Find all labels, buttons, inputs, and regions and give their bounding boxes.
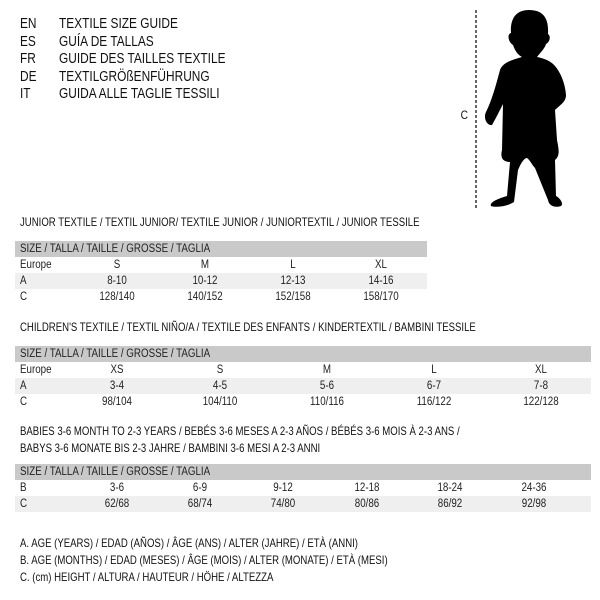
table-cell: XL	[535, 364, 547, 376]
language-title: GUÍA DE TALLAS	[59, 33, 154, 50]
table-cell: 18-24	[437, 482, 463, 494]
header-label: SIZE / TALLA / TAILLE / GRÖSSE / TAGLIA	[20, 243, 211, 255]
table-cell: 86/92	[437, 498, 463, 510]
table-cell: XS	[110, 364, 124, 376]
language-title: TEXTILE SIZE GUIDE	[59, 16, 178, 32]
language-code: FR	[20, 51, 36, 67]
children-section-title: CHILDREN'S TEXTILE / TEXTIL NIÑO/A / TEX…	[20, 320, 476, 334]
table-cell: 4-5	[212, 380, 228, 392]
table-row: C 128/140 140/152 152/158 158/170	[15, 289, 427, 305]
table-cell: 8-10	[107, 275, 127, 287]
language-code: ES	[20, 33, 36, 50]
table-row: A 8-10 10-12 12-13 14-16	[15, 273, 427, 289]
header-label: SIZE / TALLA / TAILLE / GRÖSSE / TAGLIA	[20, 466, 211, 478]
table-cell: 12-13	[280, 275, 306, 287]
height-measure-label: C	[460, 108, 469, 122]
table-cell: 3-6	[109, 482, 125, 494]
table-cell: 110/116	[310, 396, 344, 408]
language-code: IT	[20, 86, 31, 102]
row-label: Europe	[20, 364, 52, 376]
table-cell: 3-4	[109, 380, 125, 392]
table-header: SIZE / TALLA / TAILLE / GRÖSSE / TAGLIA	[15, 346, 591, 362]
row-label: C	[20, 291, 28, 303]
table-cell: 24-36	[521, 482, 547, 494]
table-cell: 5-6	[319, 380, 335, 392]
table-row: C 98/104 104/110 110/116 116/122 122/128	[15, 394, 591, 410]
table-cell: 122/128	[523, 396, 559, 408]
language-code: DE	[20, 68, 37, 85]
table-cell: S	[216, 364, 224, 376]
row-label: Europe	[20, 259, 52, 271]
table-cell: M	[200, 259, 210, 271]
table-cell: 116/122	[416, 396, 452, 408]
junior-size-table: SIZE / TALLA / TAILLE / GRÖSSE / TAGLIA E…	[15, 241, 427, 305]
table-cell: 158/170	[363, 291, 399, 303]
table-row: C 62/68 68/74 74/80 80/86 86/92 92/98	[15, 496, 591, 512]
language-title: TEXTILGRÖßENFÜHRUNG	[59, 68, 210, 85]
header-label: SIZE / TALLA / TAILLE / GRÖSSE / TAGLIA	[20, 348, 211, 360]
table-cell: 6-7	[426, 380, 442, 392]
table-cell: 92/98	[521, 498, 547, 510]
table-cell: 62/68	[104, 498, 130, 510]
babies-size-table: SIZE / TALLA / TAILLE / GRÖSSE / TAGLIA B…	[15, 464, 591, 512]
table-row: Europe XS S M L XL	[15, 362, 591, 378]
child-silhouette-icon	[475, 10, 566, 208]
table-cell: 104/110	[202, 396, 238, 408]
row-label: C	[20, 396, 28, 408]
table-cell: 12-18	[354, 482, 380, 494]
legend-b: B. AGE (MONTHS) / EDAD (MESES) / ÂGE (MO…	[20, 553, 388, 567]
babies-section-title-line2: BABYS 3-6 MONATE BIS 2-3 JAHRE / BAMBINI…	[20, 441, 321, 455]
language-title: GUIDA ALLE TAGLIE TESSILI	[59, 86, 220, 102]
table-cell: 9-12	[273, 482, 293, 494]
table-row: A 3-4 4-5 5-6 6-7 7-8	[15, 378, 591, 394]
row-label: B	[20, 482, 27, 494]
table-header: SIZE / TALLA / TAILLE / GRÖSSE / TAGLIA	[15, 241, 427, 257]
table-cell: XL	[375, 259, 387, 271]
table-cell: 7-8	[533, 380, 549, 392]
junior-section-title: JUNIOR TEXTILE / TEXTIL JUNIOR/ TEXTILE …	[20, 215, 420, 229]
language-code: EN	[20, 16, 37, 32]
legend-c: C. (cm) HEIGHT / ALTURA / HAUTEUR / HÖHE…	[20, 570, 274, 584]
table-cell: 152/158	[275, 291, 311, 303]
table-cell: L	[431, 364, 437, 376]
table-header: SIZE / TALLA / TAILLE / GRÖSSE / TAGLIA	[15, 464, 591, 480]
table-cell: M	[322, 364, 332, 376]
table-cell: 10-12	[192, 275, 218, 287]
table-cell: 80/86	[354, 498, 380, 510]
babies-section-title-line1: BABIES 3-6 MONTH TO 2-3 YEARS / BEBÉS 3-…	[20, 424, 460, 438]
table-cell: L	[290, 259, 296, 271]
table-row: Europe S M L XL	[15, 257, 427, 273]
language-title: GUIDE DES TAILLES TEXTILE	[59, 51, 226, 67]
table-row: B 3-6 6-9 9-12 12-18 18-24 24-36	[15, 480, 591, 496]
table-cell: 14-16	[368, 275, 394, 287]
legend-a: A. AGE (YEARS) / EDAD (AÑOS) / ÂGE (ANS)…	[20, 536, 359, 550]
table-cell: 98/104	[102, 396, 132, 408]
table-cell: 140/152	[187, 291, 223, 303]
children-size-table: SIZE / TALLA / TAILLE / GRÖSSE / TAGLIA E…	[15, 346, 591, 410]
row-label: A	[20, 275, 27, 287]
row-label: A	[20, 380, 27, 392]
row-label: C	[20, 498, 28, 510]
table-cell: 74/80	[270, 498, 296, 510]
table-cell: S	[113, 259, 121, 271]
table-cell: 6-9	[192, 482, 208, 494]
table-cell: 128/140	[99, 291, 135, 303]
table-cell: 68/74	[187, 498, 213, 510]
